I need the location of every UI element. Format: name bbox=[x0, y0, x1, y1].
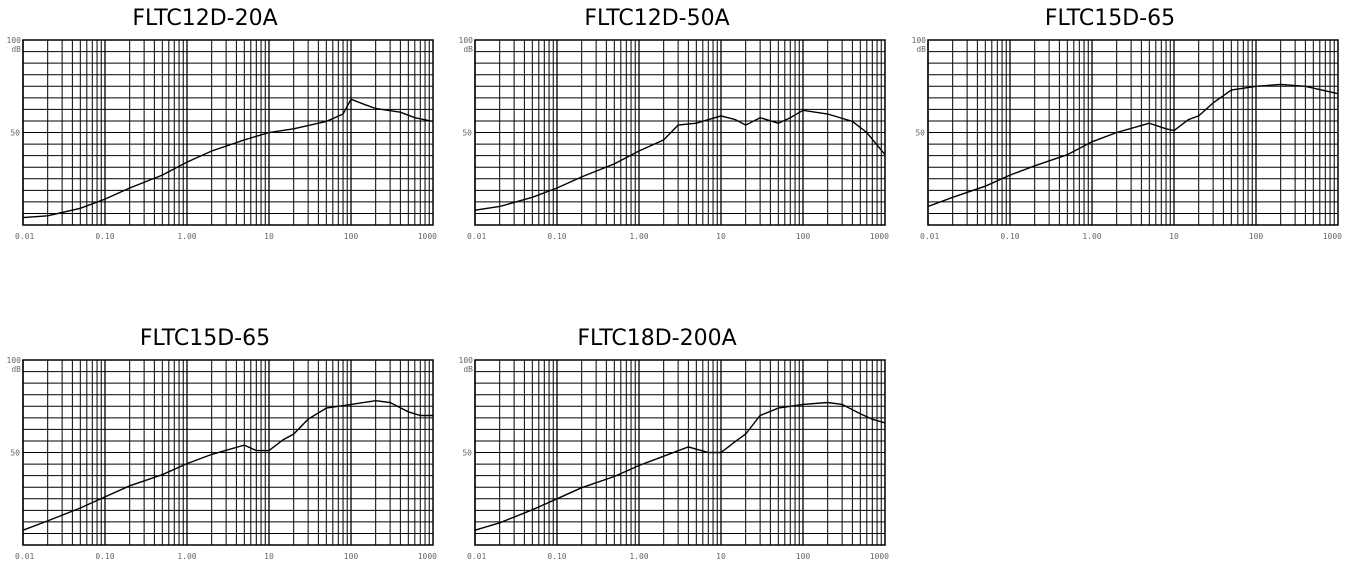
chart-title: FLTC12D-50A bbox=[584, 6, 730, 31]
y-unit-label: dB bbox=[916, 45, 926, 54]
x-tick-label: 100 bbox=[796, 552, 811, 561]
series-line bbox=[474, 109, 886, 211]
plot-frame bbox=[927, 39, 1339, 226]
series-line bbox=[22, 399, 433, 531]
y-tick-label: 100 bbox=[912, 36, 927, 45]
x-tick-label: 0.01 bbox=[15, 552, 34, 561]
x-tick-label: 1.00 bbox=[177, 232, 196, 241]
y-unit-label: dB bbox=[463, 365, 473, 374]
chart-panel-1: FLTC12D-20A 100 dB 50 0.01 0.10 1.00 10 100 1000 bbox=[5, 5, 445, 255]
series-line bbox=[474, 401, 886, 531]
chart-panel-4: FLTC15D-65 100 dB 50 0.01 0.10 1.00 10 100 1000 bbox=[5, 325, 445, 575]
x-tick-label: 0.01 bbox=[467, 552, 486, 561]
x-tick-label: 1000 bbox=[1323, 232, 1342, 241]
x-tick-label: 10 bbox=[716, 232, 726, 241]
chart-panel-3: FLTC15D-65 100 dB 50 0.01 0.10 1.00 10 100 1000 bbox=[910, 5, 1350, 255]
chart-panel-5: FLTC18D-200A 100 dB 50 0.01 0.10 1.00 10 100 100… bbox=[457, 325, 897, 575]
plot-frame bbox=[22, 39, 434, 226]
y-tick-label: 50 bbox=[915, 129, 925, 138]
y-unit-label: dB bbox=[463, 45, 473, 54]
x-tick-label: 10 bbox=[264, 232, 274, 241]
x-tick-label: 10 bbox=[716, 552, 726, 561]
x-tick-label: 100 bbox=[796, 232, 811, 241]
x-tick-label: 0.01 bbox=[15, 232, 34, 241]
x-tick-label: 0.01 bbox=[467, 232, 486, 241]
x-tick-label: 1000 bbox=[870, 552, 889, 561]
x-tick-label: 10 bbox=[264, 552, 274, 561]
x-tick-label: 100 bbox=[1249, 232, 1264, 241]
chart-panel-2: FLTC12D-50A 100 dB 50 0.01 0.10 1.00 10 100 1000 bbox=[457, 5, 897, 255]
x-tick-label: 0.10 bbox=[95, 232, 114, 241]
series-line bbox=[22, 98, 434, 219]
y-tick-label: 50 bbox=[10, 449, 20, 458]
x-tick-label: 1000 bbox=[418, 552, 437, 561]
y-tick-label: 50 bbox=[10, 129, 20, 138]
x-tick-label: 0.10 bbox=[95, 552, 114, 561]
plot-frame bbox=[474, 359, 886, 546]
plot-frame bbox=[474, 39, 886, 226]
x-tick-label: 0.10 bbox=[547, 232, 566, 241]
series-line bbox=[927, 83, 1339, 208]
y-unit-label: dB bbox=[11, 45, 21, 54]
x-tick-label: 100 bbox=[344, 552, 359, 561]
chart-title: FLTC15D-65 bbox=[1044, 6, 1176, 31]
x-tick-label: 100 bbox=[344, 232, 359, 241]
x-tick-label: 1.00 bbox=[629, 232, 648, 241]
x-tick-label: 1000 bbox=[870, 232, 889, 241]
x-tick-label: 1.00 bbox=[1082, 232, 1101, 241]
x-tick-label: 1000 bbox=[418, 232, 437, 241]
y-tick-label: 50 bbox=[462, 449, 472, 458]
x-tick-label: 0.10 bbox=[1000, 232, 1019, 241]
y-tick-label: 100 bbox=[7, 36, 22, 45]
x-tick-label: 1.00 bbox=[629, 552, 648, 561]
x-tick-label: 10 bbox=[1169, 232, 1179, 241]
y-tick-label: 100 bbox=[459, 356, 474, 365]
y-unit-label: dB bbox=[11, 365, 21, 374]
chart-title: FLTC18D-200A bbox=[577, 326, 737, 351]
x-tick-label: 0.10 bbox=[547, 552, 566, 561]
y-tick-label: 50 bbox=[462, 129, 472, 138]
y-tick-label: 100 bbox=[7, 356, 22, 365]
x-tick-label: 1.00 bbox=[177, 552, 196, 561]
x-tick-label: 0.01 bbox=[920, 232, 939, 241]
chart-title: FLTC12D-20A bbox=[132, 6, 278, 31]
chart-title: FLTC15D-65 bbox=[139, 326, 271, 351]
plot-frame bbox=[22, 359, 434, 546]
y-tick-label: 100 bbox=[459, 36, 474, 45]
